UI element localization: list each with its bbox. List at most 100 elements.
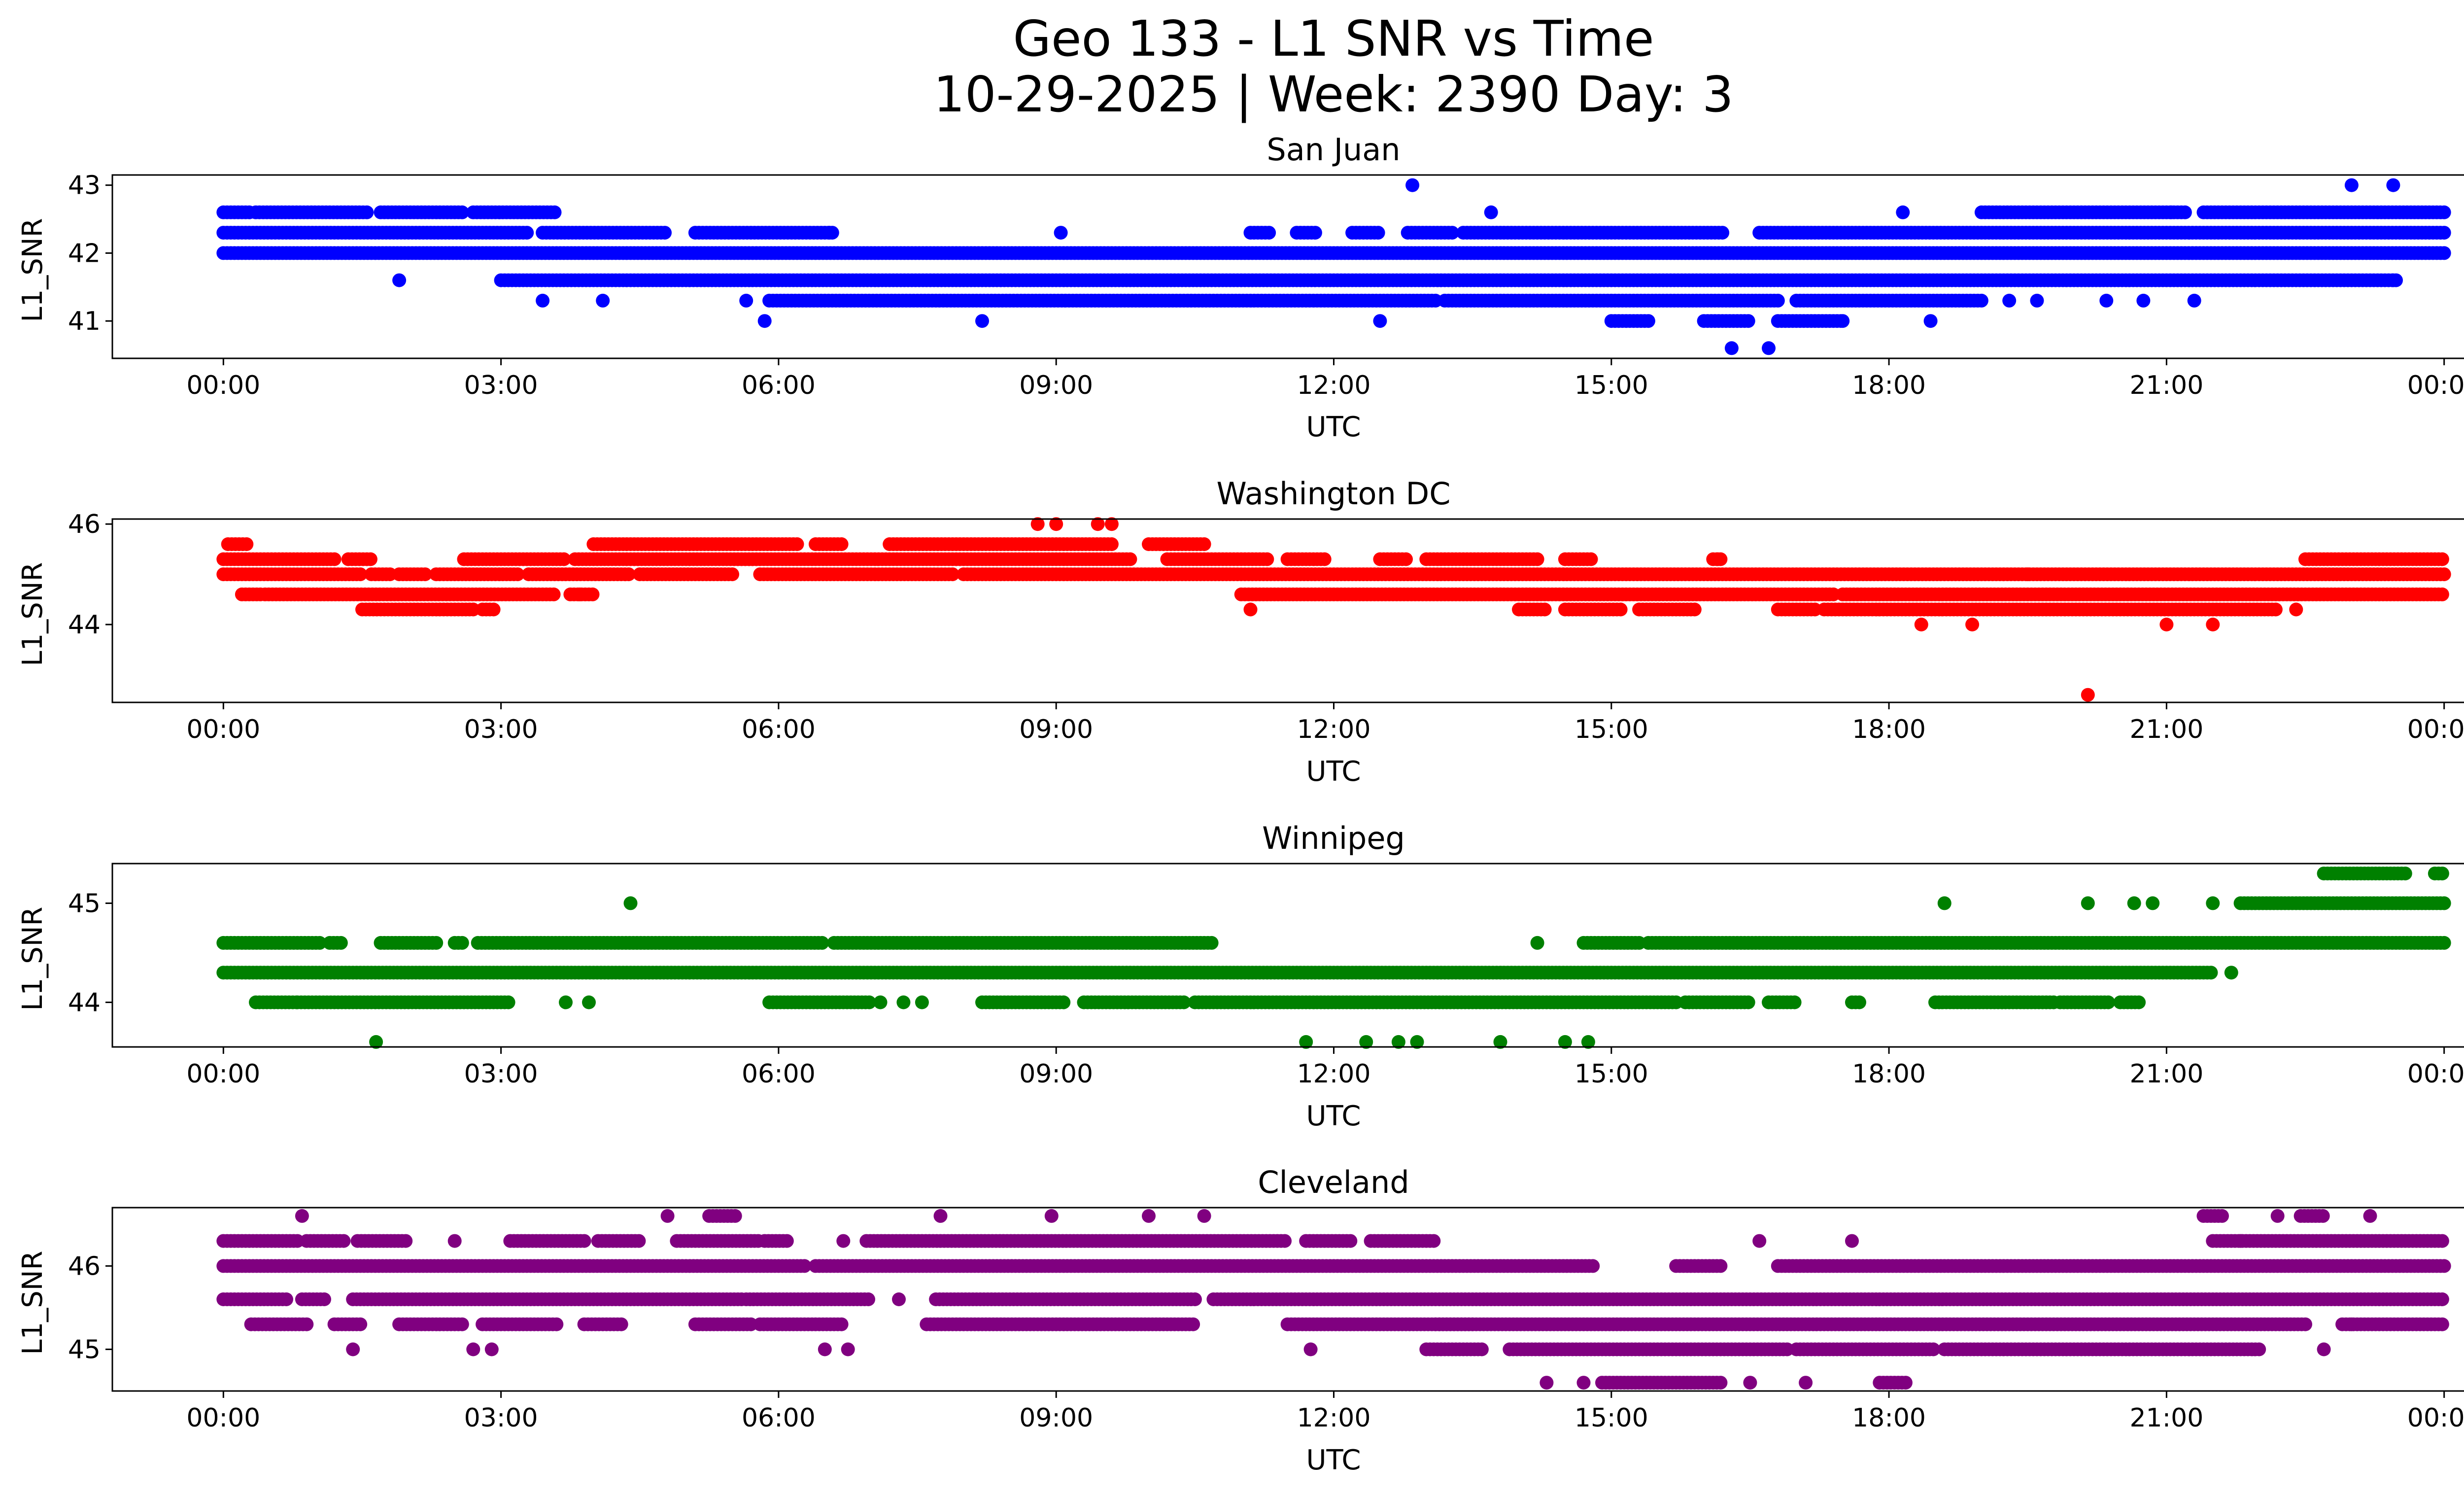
panel-title: San Juan — [1266, 132, 1400, 168]
data-point — [1641, 314, 1655, 328]
data-point — [596, 293, 610, 308]
x-tick-label: 00:00 — [186, 371, 260, 400]
data-point — [2020, 567, 2035, 582]
panel-washington-dc: Washington DC UTC L1_SNR 00:00 03:00 06:00… — [17, 476, 2464, 788]
x-tick-label: 18:00 — [1852, 715, 1926, 744]
data-point — [1965, 618, 1980, 631]
data-point — [1914, 618, 1928, 631]
data-points — [216, 178, 2451, 355]
data-point — [2268, 602, 2283, 617]
x-tick-label: 00:00 — [2407, 715, 2464, 744]
data-point — [1530, 552, 1544, 566]
data-point — [1923, 314, 1938, 328]
data-point — [1613, 602, 1628, 617]
x-tick-label: 15:00 — [1574, 715, 1648, 744]
data-point — [2136, 293, 2151, 308]
figure-title-line2: 10-29-2025 | Week: 2390 Day: 3 — [933, 66, 1733, 123]
data-point — [1399, 552, 1413, 566]
data-point — [1896, 205, 1910, 219]
data-point — [2344, 178, 2359, 192]
data-point — [1197, 537, 1211, 551]
y-axis-label: L1_SNR — [17, 906, 49, 1010]
data-point — [2289, 602, 2303, 617]
x-tick-label: 21:00 — [2129, 715, 2203, 744]
data-point — [585, 587, 600, 601]
data-point — [1771, 293, 1785, 308]
data-point — [2437, 567, 2451, 582]
data-point — [1405, 178, 1420, 192]
x-tick-label: 06:00 — [742, 715, 816, 744]
data-point — [975, 314, 989, 328]
x-tick-label: 12:00 — [1297, 715, 1371, 744]
data-point — [1373, 314, 1387, 328]
data-point — [834, 537, 849, 551]
data-point — [240, 537, 254, 551]
y-tick-label: 42 — [68, 239, 101, 268]
panel-title: Washington DC — [1216, 476, 1450, 512]
data-point — [2030, 293, 2044, 308]
panel-title: Winnipeg — [1262, 820, 1405, 856]
data-point — [1715, 226, 1730, 240]
panel-san-juan: San Juan UTC L1_SNR 00:00 03:00 06:00 09:00… — [17, 132, 2464, 443]
data-point — [2435, 552, 2449, 566]
x-tick-label: 09:00 — [1019, 371, 1093, 400]
data-point — [1687, 602, 1702, 617]
data-point — [363, 552, 377, 566]
data-point — [1104, 537, 1119, 551]
data-point — [1123, 552, 1137, 566]
data-point — [360, 205, 374, 219]
data-point — [1308, 226, 1322, 240]
data-point — [2435, 867, 2449, 881]
data-point — [327, 552, 342, 566]
data-point — [1243, 602, 1258, 617]
data-point — [790, 537, 804, 551]
data-point — [1054, 226, 1068, 240]
data-point — [334, 936, 348, 950]
data-point — [2437, 246, 2451, 260]
data-point — [1724, 341, 1739, 355]
data-point — [2386, 178, 2400, 192]
data-point — [455, 205, 469, 219]
data-point — [2159, 618, 2174, 631]
y-axis-label: L1_SNR — [17, 562, 49, 666]
y-tick-label: 43 — [68, 171, 101, 201]
x-tick-label: 09:00 — [1019, 715, 1093, 744]
x-axis-label: UTC — [1306, 1100, 1361, 1132]
data-point — [2398, 867, 2412, 881]
data-point — [548, 205, 562, 219]
x-axis-label: UTC — [1306, 411, 1361, 443]
x-tick-label: 00:00 — [186, 715, 260, 744]
data-point — [1484, 205, 1498, 219]
data-point — [1762, 341, 1776, 355]
x-tick-label: 06:00 — [742, 371, 816, 400]
data-point — [658, 226, 672, 240]
data-point — [2002, 293, 2017, 308]
data-point — [2164, 205, 2178, 219]
data-point — [1262, 226, 1276, 240]
x-tick-label: 18:00 — [1852, 371, 1926, 400]
data-point — [1317, 552, 1332, 566]
data-point — [1836, 314, 1850, 328]
data-point — [2437, 896, 2451, 910]
data-point — [1371, 226, 1385, 240]
data-point — [486, 602, 501, 617]
y-tick-label: 44 — [68, 610, 101, 640]
data-point — [392, 273, 407, 287]
y-tick-label: 41 — [68, 307, 101, 336]
data-point — [1538, 602, 1552, 617]
y-tick-label: 46 — [68, 510, 101, 539]
data-point — [2099, 293, 2114, 308]
x-tick-label: 21:00 — [2129, 371, 2203, 400]
data-point — [2386, 273, 2400, 287]
x-tick-label: 03:00 — [464, 371, 538, 400]
data-point — [429, 936, 444, 950]
data-point — [1741, 314, 1755, 328]
data-point — [2437, 936, 2451, 950]
data-point — [573, 587, 587, 601]
data-point — [2081, 688, 2095, 702]
panel-winnipeg: Winnipeg UTC L1_SNR 00:00 03:00 06:00 09:00… — [17, 820, 2464, 1132]
data-point — [2178, 205, 2192, 219]
data-point — [1584, 552, 1598, 566]
x-tick-label: 00:00 — [2407, 371, 2464, 400]
data-point — [2435, 587, 2449, 601]
